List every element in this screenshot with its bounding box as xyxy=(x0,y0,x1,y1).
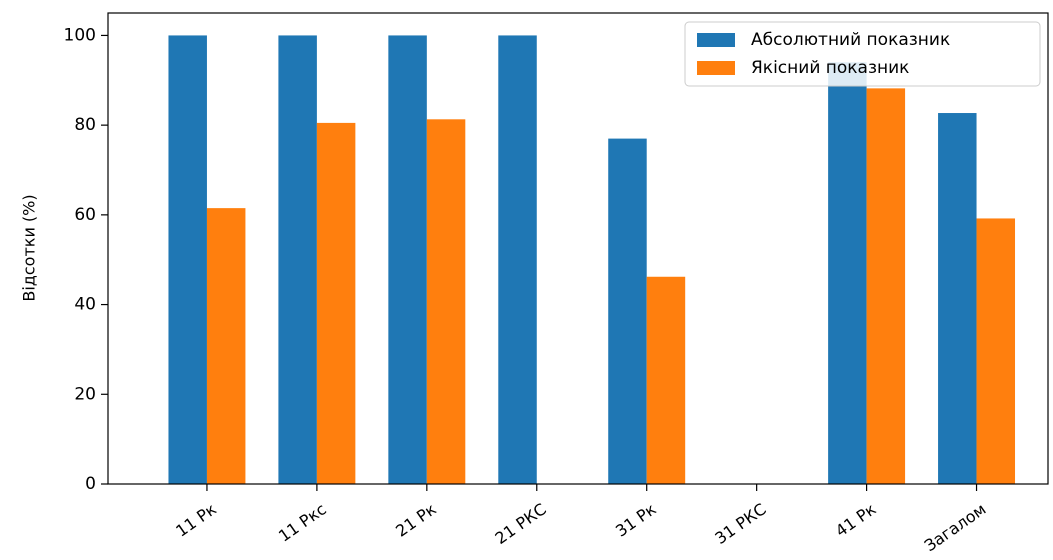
y-tick-label: 100 xyxy=(64,25,96,45)
legend-label: Якісний показник xyxy=(751,58,909,78)
bar-absolute-6 xyxy=(828,62,867,485)
x-tick-label: 31 РКС xyxy=(711,499,769,548)
y-tick-label: 20 xyxy=(74,384,96,404)
x-tick-label: 21 РКС xyxy=(492,499,550,548)
y-tick-label: 80 xyxy=(74,115,96,135)
bar-quality-4 xyxy=(646,276,686,484)
bar-absolute-7 xyxy=(938,113,977,484)
x-tick-label: 41 Рк xyxy=(832,499,880,540)
bar-quality-7 xyxy=(976,218,1016,484)
x-tick-label: 21 Рк xyxy=(392,499,440,540)
legend: Абсолютний показник Якісний показник xyxy=(684,21,1041,87)
bar-absolute-0 xyxy=(168,35,207,485)
bar-absolute-3 xyxy=(498,35,537,485)
x-tick-label: 11 Рк xyxy=(172,499,220,540)
x-tick-label: 31 Рк xyxy=(612,499,660,540)
y-tick-label: 60 xyxy=(74,205,96,225)
bar-absolute-4 xyxy=(608,138,647,484)
bar-absolute-1 xyxy=(278,35,317,485)
y-tick-label: 40 xyxy=(74,295,96,315)
bar-quality-2 xyxy=(426,119,466,484)
bar-quality-0 xyxy=(206,208,246,484)
x-tick-label: 11 Ркс xyxy=(275,499,330,545)
legend-box xyxy=(684,21,1041,87)
bar-quality-6 xyxy=(866,88,906,485)
plot-frame xyxy=(107,12,1049,485)
bar-quality-1 xyxy=(316,122,356,485)
y-axis: 0 20 40 60 80 100 xyxy=(64,25,108,494)
legend-swatch xyxy=(697,33,735,47)
y-tick-label: 0 xyxy=(85,474,96,494)
legend-swatch xyxy=(697,61,735,75)
legend-label: Абсолютний показник xyxy=(751,30,950,50)
bar-absolute-2 xyxy=(388,35,427,485)
x-tick-label: Загалом xyxy=(921,499,990,555)
y-axis-label: Відсотки (%) xyxy=(20,194,39,301)
x-axis: 11 Рк 11 Ркс 21 Рк 21 РКС 31 Рк 31 РКС 41 Рк За… xyxy=(172,484,989,555)
bars-layer xyxy=(168,35,1016,485)
